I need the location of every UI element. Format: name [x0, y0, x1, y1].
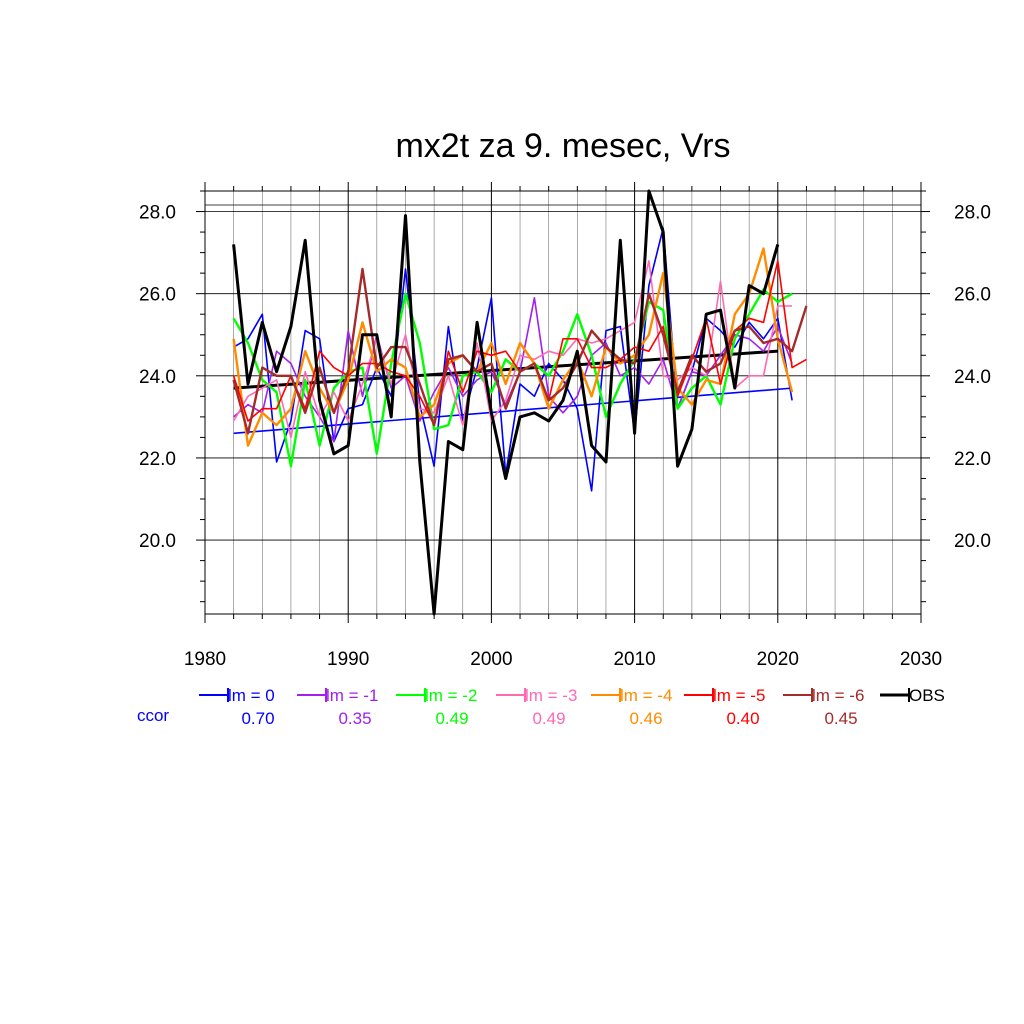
series-line — [232, 189, 780, 616]
ccor-value: 0.49 — [435, 709, 468, 728]
legend-label: lm = -3 — [525, 686, 577, 705]
legend-label: lm = 0 — [228, 686, 275, 705]
grid — [204, 191, 922, 614]
chart-title: mx2t za 9. mesec, Vrs — [395, 127, 730, 165]
ccor-value: 0.49 — [532, 709, 565, 728]
series-line — [232, 247, 794, 447]
y-tick-label-left: 20.0 — [139, 531, 176, 552]
x-tick-label: 2030 — [900, 649, 942, 670]
ccor-value: 0.35 — [338, 709, 371, 728]
plot-frame — [204, 190, 922, 615]
ccor-value: 0.40 — [726, 709, 759, 728]
x-tick-label: 2000 — [470, 649, 512, 670]
y-tick-label-right: 20.0 — [954, 531, 991, 552]
y-tick-label-right: 28.0 — [954, 203, 991, 224]
legend-label: lm = -4 — [620, 686, 672, 705]
y-tick-label-right: 26.0 — [954, 285, 991, 306]
x-tick-label: 2020 — [757, 649, 799, 670]
y-tick-label-left: 26.0 — [139, 285, 176, 306]
x-tick-label: 1990 — [327, 649, 369, 670]
y-tick-label-left: 22.0 — [139, 449, 176, 470]
y-tick-label-right: 24.0 — [954, 367, 991, 388]
y-tick-label-right: 22.0 — [954, 449, 991, 470]
x-tick-label: 2010 — [613, 649, 655, 670]
legend-label: lm = -1 — [326, 686, 378, 705]
legend-label: OBS — [909, 686, 945, 705]
ccor-value: 0.70 — [241, 709, 274, 728]
legend-label: lm = -2 — [425, 686, 477, 705]
legend-label: lm = -6 — [812, 686, 864, 705]
series-line — [232, 267, 808, 435]
ccor-value: 0.45 — [824, 709, 857, 728]
y-tick-label-left: 24.0 — [139, 367, 176, 388]
x-tick-label: 1980 — [184, 649, 226, 670]
y-tick-label-left: 28.0 — [139, 203, 176, 224]
ccor-value: 0.46 — [629, 709, 662, 728]
axes: 20.0 20.0 22.0 22.0 24.0 24.0 26.0 26.0 28.0 28.0… — [139, 182, 991, 670]
legend-label: lm = -5 — [713, 686, 765, 705]
legend: lm = 0 0.70 lm = -1 0.35 lm = -2 0.49 lm = -3 0… — [137, 686, 945, 728]
ccor-label: ccor — [137, 706, 169, 725]
series-lines — [232, 189, 808, 616]
